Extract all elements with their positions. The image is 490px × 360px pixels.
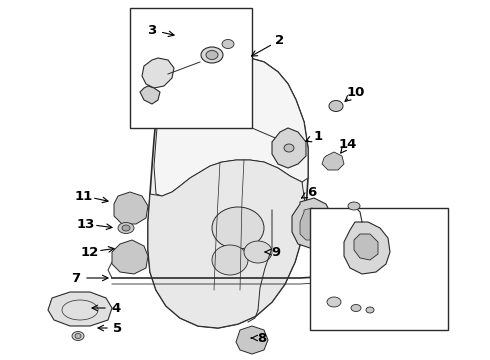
Ellipse shape	[351, 305, 361, 311]
Text: 14: 14	[339, 138, 357, 150]
Ellipse shape	[212, 207, 264, 249]
Ellipse shape	[212, 245, 248, 275]
Ellipse shape	[75, 333, 81, 338]
Text: 6: 6	[307, 185, 317, 198]
Ellipse shape	[72, 332, 84, 341]
Polygon shape	[292, 198, 332, 248]
Ellipse shape	[118, 222, 134, 234]
Text: 9: 9	[271, 246, 281, 258]
Text: 4: 4	[111, 302, 121, 315]
Text: 2: 2	[275, 33, 285, 46]
Text: 5: 5	[114, 321, 122, 334]
Ellipse shape	[329, 100, 343, 112]
Ellipse shape	[327, 297, 341, 307]
Text: 13: 13	[77, 217, 95, 230]
Text: 10: 10	[347, 86, 365, 99]
Polygon shape	[354, 234, 378, 260]
Ellipse shape	[244, 241, 272, 263]
Text: 11: 11	[75, 189, 93, 202]
Bar	[310, 208, 448, 330]
Polygon shape	[140, 86, 160, 104]
Bar	[130, 8, 252, 128]
Polygon shape	[322, 152, 344, 170]
Polygon shape	[236, 326, 268, 354]
Ellipse shape	[122, 225, 130, 231]
Ellipse shape	[284, 144, 294, 152]
Ellipse shape	[222, 40, 234, 49]
Polygon shape	[154, 56, 308, 196]
Text: 7: 7	[72, 271, 80, 284]
Polygon shape	[272, 128, 306, 168]
Ellipse shape	[206, 50, 218, 59]
Text: 3: 3	[147, 23, 157, 36]
Polygon shape	[48, 292, 112, 326]
Text: 1: 1	[314, 130, 322, 143]
Polygon shape	[300, 208, 322, 240]
Ellipse shape	[366, 307, 374, 313]
Polygon shape	[114, 192, 148, 224]
Polygon shape	[148, 160, 306, 328]
Ellipse shape	[348, 202, 360, 210]
Polygon shape	[142, 58, 174, 88]
Text: 12: 12	[81, 246, 99, 258]
Polygon shape	[344, 222, 390, 274]
Polygon shape	[148, 56, 308, 328]
Text: 8: 8	[257, 332, 267, 345]
Polygon shape	[112, 240, 148, 274]
Ellipse shape	[201, 47, 223, 63]
